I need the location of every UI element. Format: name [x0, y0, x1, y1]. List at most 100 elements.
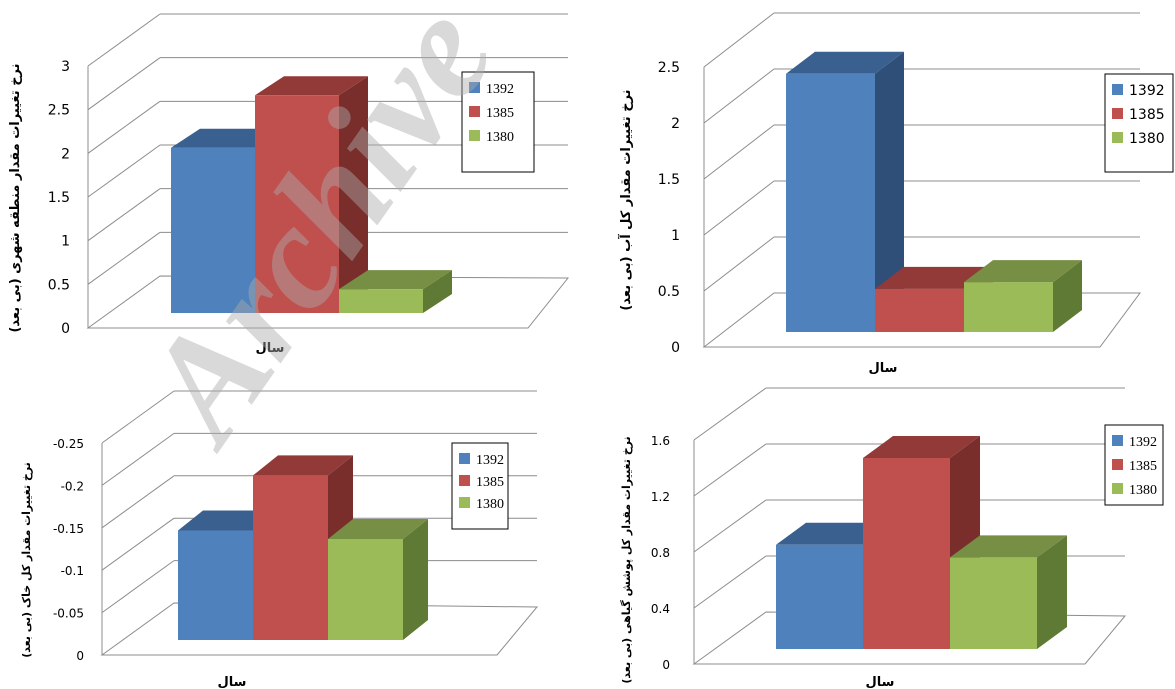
y-tick-label: 3 [61, 59, 70, 75]
y-tick-label: 1.2 [651, 490, 670, 504]
gridline-diagonal [87, 57, 161, 111]
gridline-diagonal [703, 12, 775, 68]
bar-side [1053, 260, 1082, 332]
bar-1380 [328, 519, 428, 640]
bar-front [255, 95, 339, 313]
bar-side [403, 519, 428, 640]
y-tick-label: 0 [671, 340, 680, 356]
legend-label-1385: 1385 [486, 106, 514, 121]
bar-1380 [950, 535, 1067, 649]
legend-swatch-1385 [469, 106, 480, 117]
y-tick-label: 0.8 [651, 546, 670, 560]
legend-label-1380: 1380 [476, 497, 504, 512]
y-tick-label: 0.5 [48, 277, 70, 293]
gridline-diagonal [703, 236, 775, 292]
legend-label-1385: 1385 [476, 475, 504, 490]
y-tick-label: 1.5 [48, 190, 70, 206]
y-tick-label: -0.15 [53, 522, 84, 536]
y-tick-label: 1 [671, 228, 680, 244]
y-tick-label: 1 [61, 234, 70, 250]
gridline-diagonal [703, 124, 775, 180]
gridline-diagonal [693, 499, 767, 553]
legend-swatch-1380 [469, 130, 480, 141]
bar-front [875, 288, 964, 332]
bar-top [255, 76, 368, 96]
legend-swatch-1392 [1112, 435, 1123, 446]
gridline-diagonal [703, 68, 775, 124]
gridline-diagonal [87, 144, 161, 198]
y-axis-label: نرخ تغییرات مقدار منطقه شهری (بی بعد) [8, 63, 23, 332]
gridline-diagonal [703, 180, 775, 236]
y-tick-label: -0.25 [53, 437, 84, 451]
gridline-diagonal [693, 443, 767, 497]
legend-swatch-1385 [459, 475, 470, 486]
y-tick-label: 2 [671, 116, 680, 132]
chart-panel-4: 0 0.4 0.8 1.2 1.6 نرخ تغییرات مقدار کل پوشش گ… [620, 387, 1164, 689]
bar-1380 [339, 270, 452, 313]
legend-swatch-1380 [1112, 132, 1123, 143]
chart-floor [702, 292, 1141, 348]
bar-side [423, 270, 452, 313]
gridline-diagonal [101, 517, 175, 571]
y-tick-label: 1.6 [651, 434, 670, 448]
chart-panel-2: 0 0.5 1 1.5 2 2.5 نرخ تغییرات مقدار کل آب (بی … [617, 12, 1174, 376]
y-tick-label: 2.5 [658, 60, 680, 76]
y-tick-label: -0.05 [53, 607, 84, 621]
chart-panel-3: 0 -0.05 -0.1 -0.15 -0.2 -0.25 نرخ تغییرات مقدا… [20, 390, 539, 689]
legend-swatch-1380 [1112, 483, 1123, 494]
legend-label-1385: 1385 [1129, 459, 1157, 474]
legend-swatch-1392 [459, 453, 470, 464]
bar-1380 [964, 260, 1082, 332]
legend-label-1392: 1392 [476, 453, 504, 468]
gridline-diagonal [101, 432, 175, 486]
y-tick-label: 0.4 [651, 602, 670, 616]
legend-swatch-1385 [1112, 108, 1123, 119]
gridline-diagonal [101, 475, 175, 529]
y-axis-label: نرخ تغییرات مقدار کل پوشش گیاهی (بی بعد) [620, 436, 633, 683]
chart-panel-1: 0 0.5 1 1.5 2 2.5 3 نرخ تغییرات مقدار منطقه شهر… [8, 13, 570, 356]
gridline-diagonal [87, 231, 161, 285]
y-tick-label: 2.5 [48, 103, 70, 119]
bar-top [863, 436, 980, 458]
bar-front [964, 282, 1053, 332]
legend-swatch-1385 [1112, 459, 1123, 470]
bar-front [171, 147, 255, 313]
bar-front [776, 544, 863, 649]
chart-floor [100, 602, 539, 656]
legend-label-1392: 1392 [486, 82, 514, 97]
legend-label-1380: 1380 [1129, 483, 1157, 498]
gridline-diagonal [101, 390, 175, 444]
bar-top [328, 519, 428, 539]
bar-top [253, 455, 353, 476]
bar-front [328, 539, 403, 640]
y-tick-label: 0 [662, 658, 670, 672]
bar-front [786, 73, 875, 333]
legend-label-1392: 1392 [1129, 83, 1165, 99]
y-tick-label: 1.5 [658, 172, 680, 188]
bar-front [178, 530, 253, 640]
legend-swatch-1380 [459, 497, 470, 508]
bar-front [253, 475, 328, 640]
x-axis-label: سال [866, 675, 895, 689]
legend-label-1392: 1392 [1129, 435, 1157, 450]
bar-top [786, 51, 904, 74]
legend-label-1380: 1380 [1129, 131, 1165, 147]
y-tick-label: 0.5 [658, 284, 680, 300]
gridline-diagonal [101, 560, 175, 614]
bar-1385 [255, 76, 368, 313]
legend-label-1385: 1385 [1129, 107, 1165, 123]
legend: 1392 1385 1380 [451, 442, 509, 530]
bar-top [339, 270, 452, 290]
y-tick-label: 0 [61, 321, 70, 337]
bar-front [950, 557, 1037, 649]
y-axis-label: نرخ تغییرات مقدار کل خاک (بی بعد) [20, 462, 33, 658]
gridline-diagonal [87, 13, 161, 67]
y-tick-label: -0.2 [61, 479, 84, 493]
gridline-diagonal [693, 555, 767, 609]
gridline-diagonal [87, 188, 161, 242]
watermark-text: Archive [108, 0, 526, 473]
chart-floor [86, 275, 570, 329]
bar-front [339, 289, 423, 313]
bar-top [964, 260, 1082, 283]
